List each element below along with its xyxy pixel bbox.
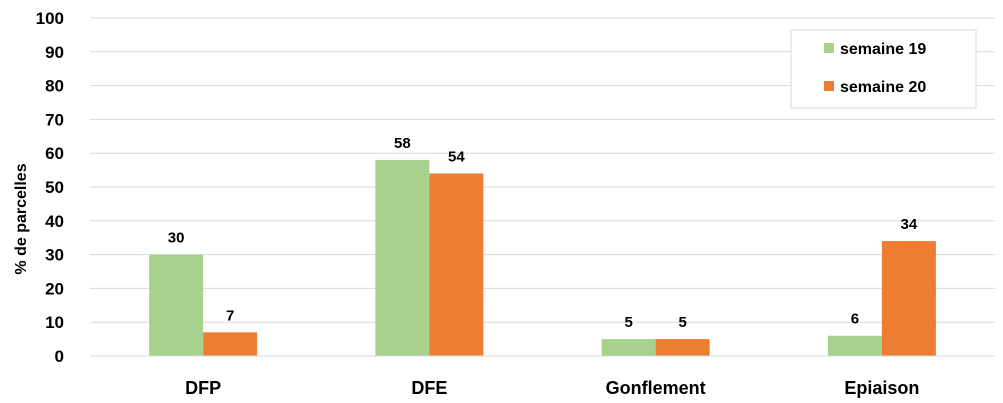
data-label: 58 bbox=[394, 135, 411, 152]
y-tick-label: 80 bbox=[45, 77, 64, 96]
y-tick-label: 100 bbox=[36, 9, 64, 28]
y-tick-labels: 0 10 20 30 40 50 60 70 80 90 100 bbox=[36, 9, 64, 366]
y-tick-label: 60 bbox=[45, 144, 64, 163]
y-tick-label: 70 bbox=[45, 110, 64, 129]
category-label: DFP bbox=[185, 378, 221, 398]
gridlines bbox=[90, 17, 995, 323]
data-label: 54 bbox=[448, 148, 465, 165]
bar bbox=[203, 332, 258, 356]
data-label: 7 bbox=[226, 307, 234, 324]
category-label: Epiaison bbox=[844, 378, 919, 398]
y-tick-label: 90 bbox=[45, 43, 64, 62]
bar bbox=[601, 339, 656, 356]
bar bbox=[149, 254, 204, 356]
y-tick-label: 30 bbox=[45, 246, 64, 265]
y-tick-label: 40 bbox=[45, 212, 64, 231]
data-label: 30 bbox=[168, 230, 185, 247]
data-label: 34 bbox=[901, 216, 918, 233]
y-tick-label: 50 bbox=[45, 178, 64, 197]
data-label: 6 bbox=[851, 311, 859, 328]
category-label: DFE bbox=[411, 378, 447, 398]
bar bbox=[827, 335, 882, 356]
data-label: 5 bbox=[624, 314, 632, 331]
category-labels: DFP DFE Gonflement Epiaison bbox=[185, 378, 919, 398]
bar bbox=[655, 339, 710, 356]
y-tick-label: 20 bbox=[45, 279, 64, 298]
bar bbox=[881, 241, 936, 356]
legend-box bbox=[790, 29, 977, 109]
bar bbox=[429, 173, 484, 356]
bar bbox=[375, 159, 430, 356]
legend-label: semaine 19 bbox=[840, 41, 926, 58]
bars bbox=[149, 159, 936, 356]
y-tick-label: 0 bbox=[55, 347, 64, 366]
y-axis-title: % de parcelles bbox=[13, 163, 30, 274]
category-label: Gonflement bbox=[606, 378, 706, 398]
legend-swatch bbox=[824, 43, 834, 53]
data-labels: 30 7 58 54 5 5 6 34 bbox=[168, 135, 918, 331]
data-label: 5 bbox=[678, 314, 686, 331]
legend-swatch bbox=[824, 81, 834, 91]
legend: semaine 19 semaine 20 bbox=[790, 29, 977, 109]
legend-label: semaine 20 bbox=[840, 79, 926, 96]
y-tick-label: 10 bbox=[45, 313, 64, 332]
